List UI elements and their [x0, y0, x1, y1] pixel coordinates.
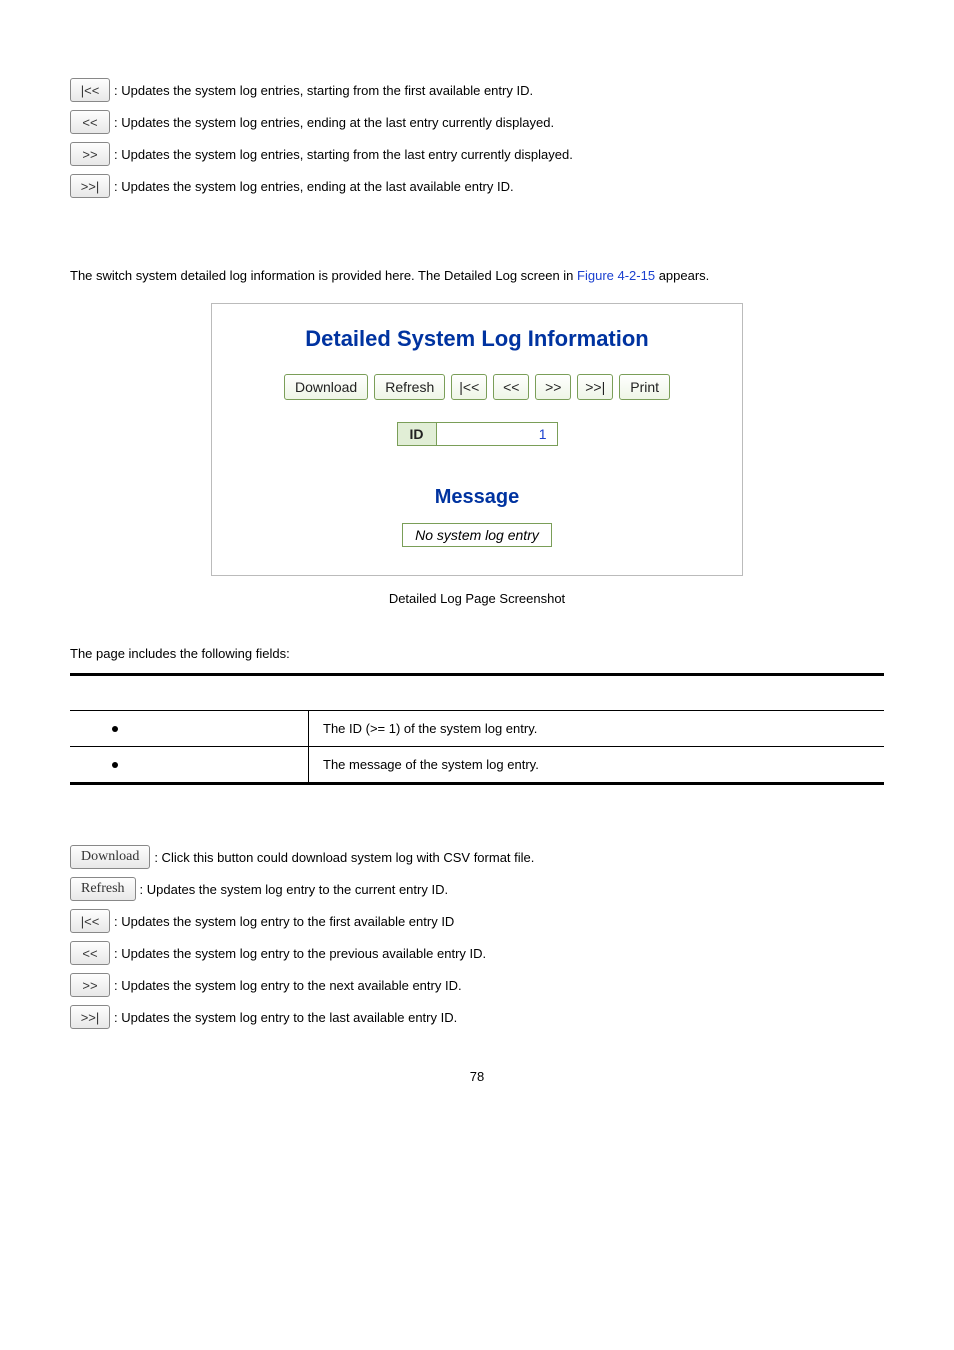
id-row: ID 1 [212, 422, 742, 446]
message-body: No system log entry [402, 523, 552, 547]
button-desc-text: : Updates the system log entry to the la… [114, 1010, 457, 1025]
page-number: 78 [70, 1069, 884, 1084]
button-desc-text: : Updates the system log entry to the fi… [114, 914, 454, 929]
figure-link[interactable]: Figure 4-2-15 [577, 268, 655, 283]
nav-desc-row: >>| : Updates the system log entries, en… [70, 174, 884, 198]
field-desc-cell: The message of the system log entry. [309, 747, 885, 784]
buttons-section: Download : Click this button could downl… [70, 845, 884, 1029]
button-desc-row: Download : Click this button could downl… [70, 845, 884, 869]
screenshot-title: Detailed System Log Information [212, 326, 742, 352]
first-page-icon: |<< [70, 78, 110, 102]
download-button[interactable]: Download [284, 374, 368, 400]
page-root: |<< : Updates the system log entries, st… [0, 0, 954, 1124]
last-button[interactable]: >>| [577, 374, 613, 400]
nav-desc-row: |<< : Updates the system log entries, st… [70, 78, 884, 102]
button-desc-row: |<< : Updates the system log entry to th… [70, 909, 884, 933]
field-label-cell [70, 747, 309, 784]
bullet-icon [112, 762, 118, 768]
button-desc-text: : Updates the system log entry to the cu… [140, 882, 449, 897]
download-button-icon: Download [70, 845, 150, 869]
prev-button[interactable]: << [493, 374, 529, 400]
button-desc-row: >>| : Updates the system log entry to th… [70, 1005, 884, 1029]
id-value: 1 [437, 422, 558, 446]
button-desc-text: : Updates the system log entry to the ne… [114, 978, 462, 993]
nav-desc-row: >> : Updates the system log entries, sta… [70, 142, 884, 166]
first-page-icon: |<< [70, 909, 110, 933]
refresh-button[interactable]: Refresh [374, 374, 445, 400]
bullet-icon [112, 726, 118, 732]
detailed-log-screenshot: Detailed System Log Information Download… [211, 303, 743, 576]
table-row: The ID (>= 1) of the system log entry. [70, 711, 884, 747]
next-page-icon: >> [70, 142, 110, 166]
last-page-icon: >>| [70, 174, 110, 198]
fields-intro: The page includes the following fields: [70, 646, 884, 661]
nav-desc-row: << : Updates the system log entries, end… [70, 110, 884, 134]
screenshot-caption: Detailed Log Page Screenshot [70, 591, 884, 606]
nav-desc-text: : Updates the system log entries, ending… [114, 115, 554, 130]
table-row: The message of the system log entry. [70, 747, 884, 784]
prev-page-icon: << [70, 110, 110, 134]
button-desc-row: >> : Updates the system log entry to the… [70, 973, 884, 997]
button-desc-text: : Click this button could download syste… [154, 850, 534, 865]
nav-desc-text: : Updates the system log entries, starti… [114, 147, 573, 162]
nav-desc-text: : Updates the system log entries, starti… [114, 83, 533, 98]
message-title: Message [212, 486, 742, 509]
button-desc-text: : Updates the system log entry to the pr… [114, 946, 486, 961]
id-label: ID [397, 422, 437, 446]
intro-suffix: appears. [655, 268, 709, 283]
intro-prefix: The switch system detailed log informati… [70, 268, 577, 283]
section-intro: The switch system detailed log informati… [70, 268, 884, 283]
next-button[interactable]: >> [535, 374, 571, 400]
button-desc-row: << : Updates the system log entry to the… [70, 941, 884, 965]
prev-page-icon: << [70, 941, 110, 965]
print-button[interactable]: Print [619, 374, 670, 400]
last-page-icon: >>| [70, 1005, 110, 1029]
fields-table: The ID (>= 1) of the system log entry. T… [70, 673, 884, 785]
next-page-icon: >> [70, 973, 110, 997]
top-nav-section: |<< : Updates the system log entries, st… [70, 78, 884, 198]
screenshot-toolbar: Download Refresh |<< << >> >>| Print [212, 374, 742, 400]
field-desc-cell: The ID (>= 1) of the system log entry. [309, 711, 885, 747]
refresh-button-icon: Refresh [70, 877, 136, 901]
first-button[interactable]: |<< [451, 374, 487, 400]
table-header-row [70, 675, 884, 711]
field-label-cell [70, 711, 309, 747]
nav-desc-text: : Updates the system log entries, ending… [114, 179, 514, 194]
button-desc-row: Refresh : Updates the system log entry t… [70, 877, 884, 901]
